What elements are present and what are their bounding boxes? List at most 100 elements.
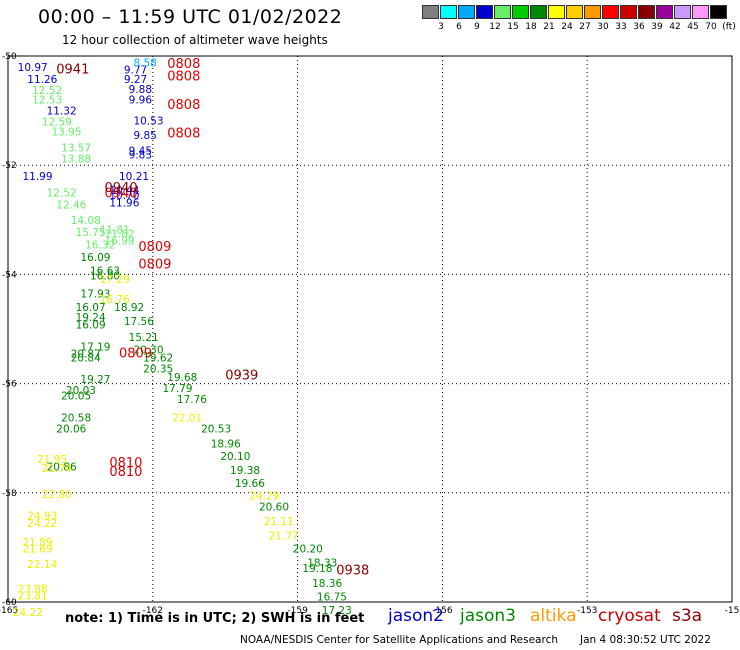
x-tick-label: -15 [725,606,740,616]
colorbar-label: 15 [507,22,519,32]
colorbar-label: 70 [705,22,717,32]
pass-time-label: 0939 [225,368,258,383]
wave-height-label: 13.95 [51,126,81,138]
wave-height-label: 20.05 [61,391,91,403]
wave-height-label: 23.81 [18,590,48,602]
colorbar-label: 21 [543,22,555,32]
wave-height-label: 17.76 [177,394,207,406]
wave-height-label: 22.01 [172,412,202,424]
colorbar-swatch [602,5,619,19]
wave-height-label: 19.24 [76,312,106,324]
wave-height-label: 21.77 [269,530,299,542]
wave-height-label: 17.29 [100,274,130,286]
wave-height-label: 24.22 [27,518,57,530]
colorbar-label: 27 [579,22,591,32]
wave-height-label: 24.93 [27,511,57,523]
colorbar-swatch [656,5,673,19]
wave-height-label: 11.81 [100,225,130,237]
wave-height-label: 19.68 [167,372,197,384]
wave-height-label: 16.32 [85,239,115,251]
wave-height-label: 10.53 [133,115,163,127]
wave-height-label: 18.96 [211,439,241,451]
wave-height-label: 22.14 [27,559,57,571]
wave-height-label: 12.53 [32,95,62,107]
pass-time-label: 0940 [105,181,138,196]
wave-height-label: 24.29 [249,491,279,503]
wave-height-label: 19.18 [302,563,332,575]
x-tick-label: -156 [432,606,453,616]
wave-height-label: 17.23 [322,605,352,617]
legend-jason3: jason3 [460,606,516,626]
wave-height-label: 11.26 [27,74,57,86]
x-tick-label: -153 [577,606,597,616]
wave-height-label: 19.27 [80,374,110,386]
wave-height-label: 16.63 [90,266,120,278]
colorbar-swatch [710,5,727,19]
colorbar-swatch [422,5,439,19]
colorbar-label: 42 [669,22,681,32]
legend-altika: altika [530,606,577,626]
wave-height-label: 21.69 [22,543,52,555]
colorbar-label: 39 [651,22,663,32]
wave-height-label: 21.74 [42,463,72,475]
colorbar-label: 45 [687,22,699,32]
wave-height-label: 20.53 [201,423,231,435]
footer-note: note: 1) Time is in UTC; 2) SWH is in fe… [65,611,365,626]
pass-time-label: 0808 [167,98,200,113]
colorbar-swatch [692,5,709,19]
wave-height-label: 16.09 [76,320,106,332]
colorbar-swatch [476,5,493,19]
wave-height-label: 19.66 [235,478,265,490]
wave-height-label: 9.85 [133,130,156,142]
colorbar-swatch [620,5,637,19]
wave-height-label: 9.83 [129,149,152,161]
wave-height-label: 10.70 [109,190,139,202]
wave-height-label: 21.11 [264,516,294,528]
wave-height-label: 22.80 [42,489,72,501]
wave-height-label: 10.44 [109,185,139,197]
wave-height-label: 9.77 [124,65,147,77]
pass-time-label: 0810 [109,456,142,471]
wave-height-label: 19.62 [143,352,173,364]
wave-height-label: 20.35 [143,363,173,375]
y-tick-label: -56 [2,380,17,390]
pass-time-label: 0808 [167,127,200,142]
wave-height-label: 20.30 [133,345,163,357]
y-tick-label: -50 [2,52,17,62]
wave-height-label: 17.79 [162,383,192,395]
wave-height-label: 17.56 [124,316,154,328]
pass-time-label: 0810 [109,465,142,480]
wave-height-label: 20.58 [61,412,91,424]
wave-height-label: 20.06 [56,423,86,435]
colorbar-swatch [674,5,691,19]
wave-height-label: 9.27 [124,74,147,86]
wave-height-label: 14.08 [71,215,101,227]
wave-height-label: 17.93 [80,289,110,301]
colorbar-label: 6 [456,22,462,32]
wave-height-label: 18.92 [114,302,144,314]
wave-height-label: 16.07 [76,302,106,314]
colorbar-swatch [530,5,547,19]
wave-height-label: 20.60 [259,501,289,513]
colorbar-label: (ft) [722,22,736,32]
pass-time-label: 0808 [167,57,200,72]
update-timestamp: Jan 4 08:30:52 UTC 2022 [580,634,711,646]
x-tick-label: -165 [0,606,18,616]
pass-time-label: 0808 [167,70,200,85]
colorbar-label: 36 [633,22,645,32]
pass-time-label: 0941 [56,63,89,78]
wave-height-label: 18.33 [307,558,337,570]
grid-lines [8,56,732,602]
wave-height-label: 12.46 [56,200,86,212]
wave-height-label: 8.58 [133,58,156,70]
wave-height-label: 21.89 [22,537,52,549]
wave-height-label: 20.20 [293,543,323,555]
colorbar-label: 9 [474,22,480,32]
pass-time-label: 0938 [336,563,369,578]
colorbar-swatch [458,5,475,19]
pass-time-label: 0809 [138,258,171,273]
wave-height-label: 16.75 [317,592,347,604]
plot-frame [7,55,733,603]
wave-height-label: 19.38 [230,465,260,477]
